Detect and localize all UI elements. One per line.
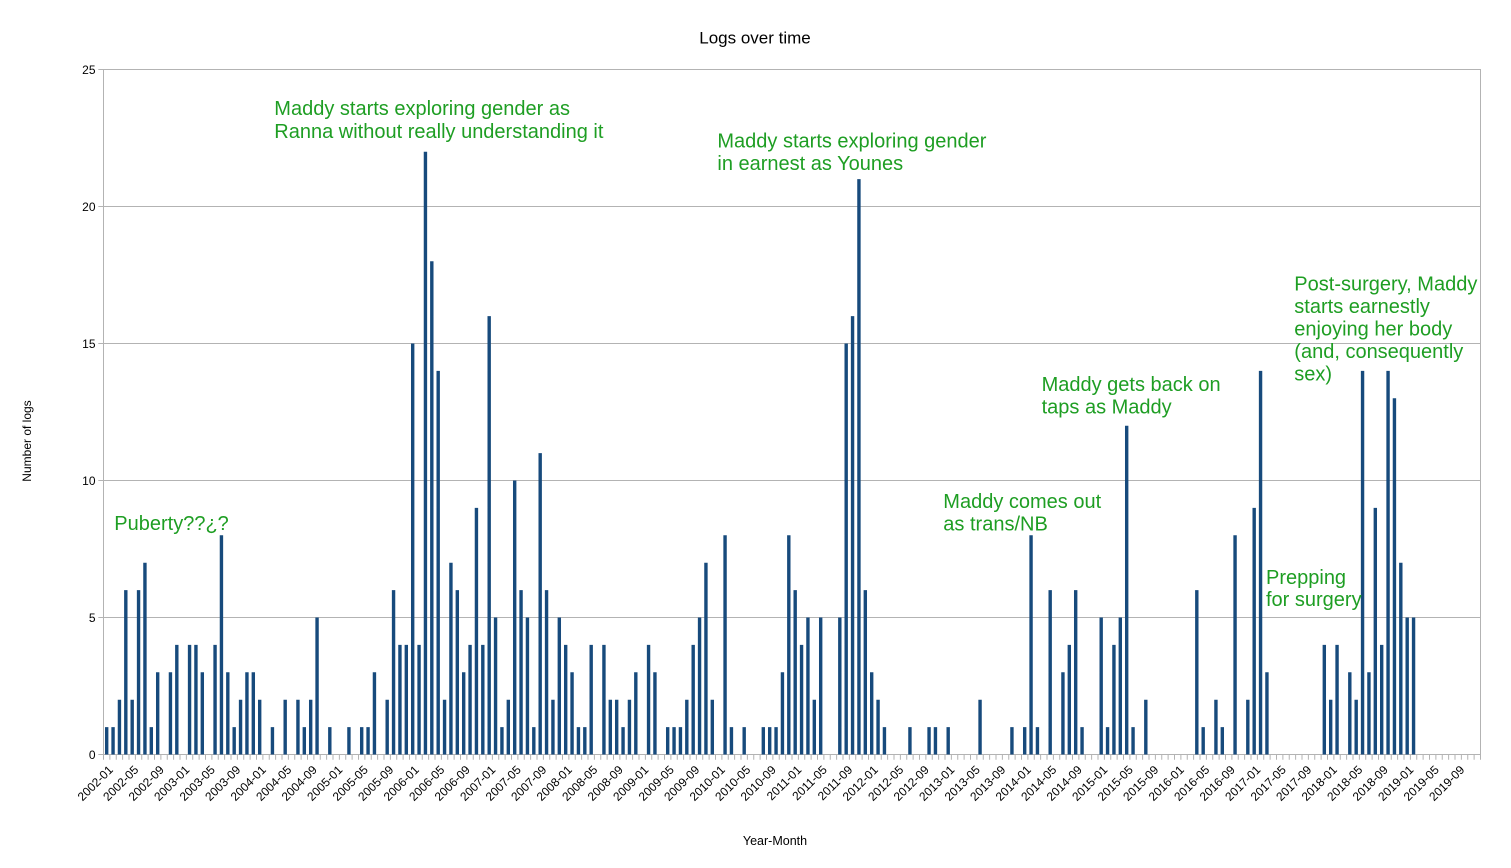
- svg-text:in earnest as Younes: in earnest as Younes: [717, 153, 903, 175]
- svg-text:taps as Maddy: taps as Maddy: [1042, 397, 1172, 419]
- svg-text:Maddy starts exploring gender: Maddy starts exploring gender: [717, 131, 986, 153]
- svg-text:20: 20: [82, 200, 96, 214]
- svg-text:25: 25: [82, 63, 96, 77]
- svg-text:Ranna without really understan: Ranna without really understanding it: [274, 121, 604, 143]
- svg-text:Post-surgery, Maddy: Post-surgery, Maddy: [1294, 274, 1477, 296]
- svg-text:Maddy comes out: Maddy comes out: [943, 491, 1101, 513]
- svg-text:enjoying her body: enjoying her body: [1294, 318, 1452, 340]
- svg-text:starts earnestly: starts earnestly: [1294, 296, 1430, 318]
- svg-text:as trans/NB: as trans/NB: [943, 514, 1047, 536]
- svg-text:Year-Month: Year-Month: [743, 834, 807, 848]
- svg-text:(and, consequently: (and, consequently: [1294, 341, 1463, 363]
- svg-text:Prepping: Prepping: [1266, 567, 1346, 589]
- svg-text:Number of logs: Number of logs: [20, 400, 34, 481]
- svg-text:5: 5: [89, 611, 96, 625]
- svg-text:15: 15: [82, 337, 96, 351]
- svg-text:Puberty??¿?: Puberty??¿?: [114, 513, 229, 535]
- svg-text:for surgery: for surgery: [1266, 589, 1362, 611]
- svg-text:10: 10: [82, 474, 96, 488]
- svg-text:sex): sex): [1294, 363, 1332, 385]
- svg-text:Maddy gets back on: Maddy gets back on: [1042, 374, 1221, 396]
- svg-text:0: 0: [89, 748, 96, 762]
- svg-text:Logs over time: Logs over time: [699, 29, 811, 48]
- svg-text:Maddy starts exploring gender: Maddy starts exploring gender as: [274, 98, 570, 120]
